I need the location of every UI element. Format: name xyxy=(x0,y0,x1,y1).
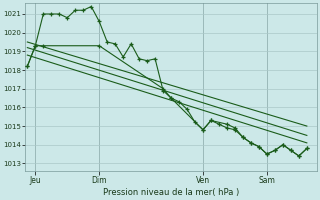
X-axis label: Pression niveau de la mer( hPa ): Pression niveau de la mer( hPa ) xyxy=(103,188,239,197)
